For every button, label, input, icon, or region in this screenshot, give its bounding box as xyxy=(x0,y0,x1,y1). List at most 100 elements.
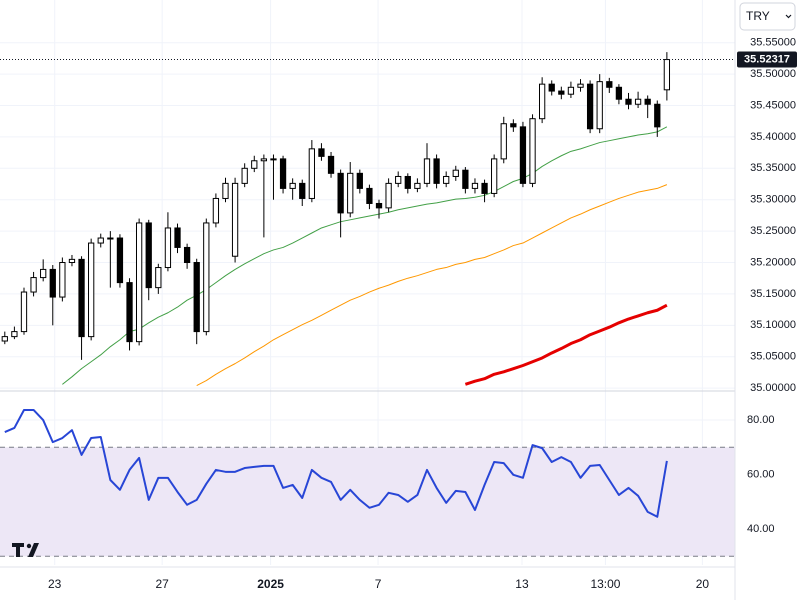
rsi-pane xyxy=(0,408,735,557)
candle-body xyxy=(443,175,450,184)
currency-button[interactable] xyxy=(739,2,796,31)
candle-body xyxy=(97,237,104,244)
logo-t xyxy=(12,543,24,557)
candle-body xyxy=(481,182,488,194)
candle-body xyxy=(462,169,469,189)
candle-body xyxy=(327,155,335,174)
candle-body xyxy=(644,98,651,105)
x-tick-label: 27 xyxy=(155,577,169,591)
rsi-line xyxy=(4,408,668,518)
currency-menu[interactable]: TRY xyxy=(739,2,796,31)
candle-body xyxy=(88,242,95,338)
candle-body xyxy=(1,336,8,342)
candle-body xyxy=(193,262,200,333)
candle-body xyxy=(337,172,344,214)
candle-body xyxy=(164,227,172,269)
candle-body xyxy=(577,83,584,88)
candle-body xyxy=(567,86,575,95)
candle-body xyxy=(366,187,373,204)
moving-average xyxy=(62,126,668,385)
x-tick-label: 7 xyxy=(375,577,382,591)
candle-body xyxy=(116,237,124,284)
candle-body xyxy=(40,268,47,279)
candle-body xyxy=(59,262,66,298)
candle-body xyxy=(30,277,37,293)
logo-dot xyxy=(26,543,32,549)
x-tick-label: 13:00 xyxy=(590,577,620,591)
y-tick-label: 35.30000 xyxy=(750,194,796,206)
candle-body xyxy=(135,222,143,343)
candle-body xyxy=(423,158,431,184)
y-tick-label: 40.00 xyxy=(747,523,775,535)
candle-body xyxy=(558,90,565,95)
candle-body xyxy=(615,86,623,100)
candle-body xyxy=(20,291,28,333)
x-tick-label: 13 xyxy=(515,577,529,591)
y-tick-label: 35.05000 xyxy=(750,351,796,363)
candle-body xyxy=(510,123,517,128)
candle-body xyxy=(491,158,498,194)
y-tick-label: 35.40000 xyxy=(750,131,796,143)
y-tick-label: 60.00 xyxy=(747,468,775,480)
y-tick-label: 35.20000 xyxy=(750,256,796,268)
candle-body xyxy=(183,246,191,264)
candle-body xyxy=(596,81,603,130)
y-tick-label: 35.50000 xyxy=(750,68,796,80)
candle-body xyxy=(663,59,671,91)
rsi-band xyxy=(0,447,735,557)
candle-body xyxy=(308,148,315,199)
candle-body xyxy=(212,197,220,224)
candle-body xyxy=(251,160,258,169)
logo xyxy=(12,543,39,557)
candle-body xyxy=(174,227,181,248)
candle-body xyxy=(375,202,383,209)
candle-body xyxy=(471,182,479,189)
candle-body xyxy=(586,83,594,130)
moving-average xyxy=(464,303,668,386)
candle-body xyxy=(538,83,546,120)
candle-body xyxy=(625,98,632,105)
y-tick-label: 35.15000 xyxy=(750,288,796,300)
y-tick-label: 35.00000 xyxy=(750,382,796,394)
candle-body xyxy=(241,167,248,184)
candle-body xyxy=(270,158,277,161)
y-tick-label: 35.35000 xyxy=(750,162,796,174)
candle-body xyxy=(279,158,287,189)
chevron[interactable] xyxy=(785,14,792,19)
candle-body xyxy=(452,169,459,177)
candle-body xyxy=(414,182,421,189)
candle-body xyxy=(654,103,661,128)
candle-body xyxy=(126,282,133,343)
candle-body xyxy=(49,268,56,298)
moving-average xyxy=(196,184,668,387)
candle-body xyxy=(260,158,268,162)
logo-v xyxy=(28,543,39,557)
y-tick-label: 80.00 xyxy=(747,414,775,426)
candle-body xyxy=(529,118,536,184)
candle-body xyxy=(433,158,440,184)
candle-body xyxy=(347,172,354,214)
candle-body xyxy=(222,182,229,199)
candle-body xyxy=(145,222,152,289)
x-tick-label: 23 xyxy=(48,577,62,591)
y-tick-label: 35.10000 xyxy=(750,319,796,331)
x-tick-label: 20 xyxy=(696,577,710,591)
candle-body xyxy=(548,83,555,92)
candle-body xyxy=(68,258,76,264)
y-tick-label: 35.55000 xyxy=(750,37,796,49)
candle-body xyxy=(11,331,18,338)
candle-body xyxy=(395,175,402,184)
candle-body xyxy=(203,222,210,333)
last-price-box xyxy=(737,51,797,68)
candle-body xyxy=(231,182,239,257)
candle-body xyxy=(318,148,325,157)
y-tick-label: 35.45000 xyxy=(750,99,796,111)
candle-body xyxy=(606,81,613,88)
candle-body xyxy=(107,237,114,240)
candle-body xyxy=(299,182,306,199)
currency-label[interactable]: TRY xyxy=(746,9,770,23)
axes: 23 27 2025 7 13 13:00 20 35.00000 35.05000 35.100… xyxy=(0,37,797,591)
candle-body xyxy=(404,175,411,189)
candle-body xyxy=(356,172,363,189)
